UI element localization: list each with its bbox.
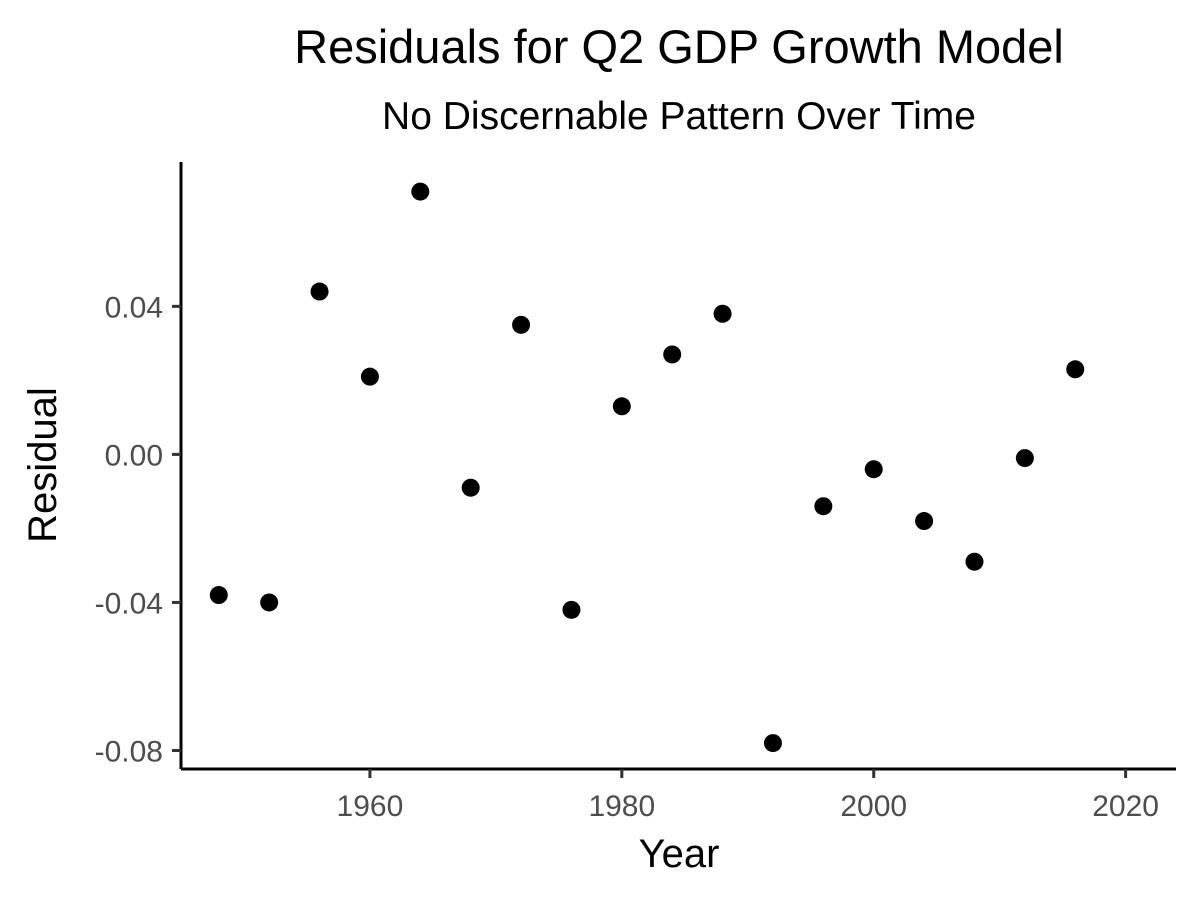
chart-title: Residuals for Q2 GDP Growth Model <box>294 20 1064 73</box>
data-point <box>461 478 480 497</box>
data-point <box>663 345 682 364</box>
data-point <box>915 512 934 531</box>
data-point <box>814 497 833 516</box>
y-ticks: -0.08 -0.04 0.00 0.04 <box>95 291 181 768</box>
data-point <box>713 304 732 323</box>
data-point <box>965 552 984 571</box>
x-tick-label: 2000 <box>840 790 907 823</box>
data-point <box>260 593 279 612</box>
data-point <box>360 367 379 386</box>
data-point <box>209 586 228 605</box>
data-point <box>763 734 782 753</box>
x-tick-label: 1980 <box>588 790 655 823</box>
data-point <box>562 600 581 619</box>
x-ticks: 1960 1980 2000 2020 <box>337 769 1159 823</box>
y-tick-label: -0.04 <box>95 587 163 620</box>
data-point <box>612 397 631 416</box>
data-point <box>310 282 329 301</box>
y-tick-label: 0.00 <box>105 439 163 472</box>
data-point <box>1015 449 1034 468</box>
chart-subtitle: No Discernable Pattern Over Time <box>382 95 976 138</box>
y-axis-title: Residual <box>21 387 65 543</box>
data-point <box>411 182 430 201</box>
data-point <box>864 460 883 479</box>
x-axis-title: Year <box>639 832 720 876</box>
data-point <box>512 315 531 334</box>
data-point <box>1066 360 1085 379</box>
data-points <box>209 182 1085 753</box>
x-tick-label: 1960 <box>337 790 404 823</box>
y-tick-label: -0.08 <box>95 735 163 768</box>
y-tick-label: 0.04 <box>105 291 163 324</box>
x-tick-label: 2020 <box>1092 790 1159 823</box>
plot-area: 1960 1980 2000 2020 -0.08 -0.04 0.00 0.04 <box>95 162 1176 823</box>
